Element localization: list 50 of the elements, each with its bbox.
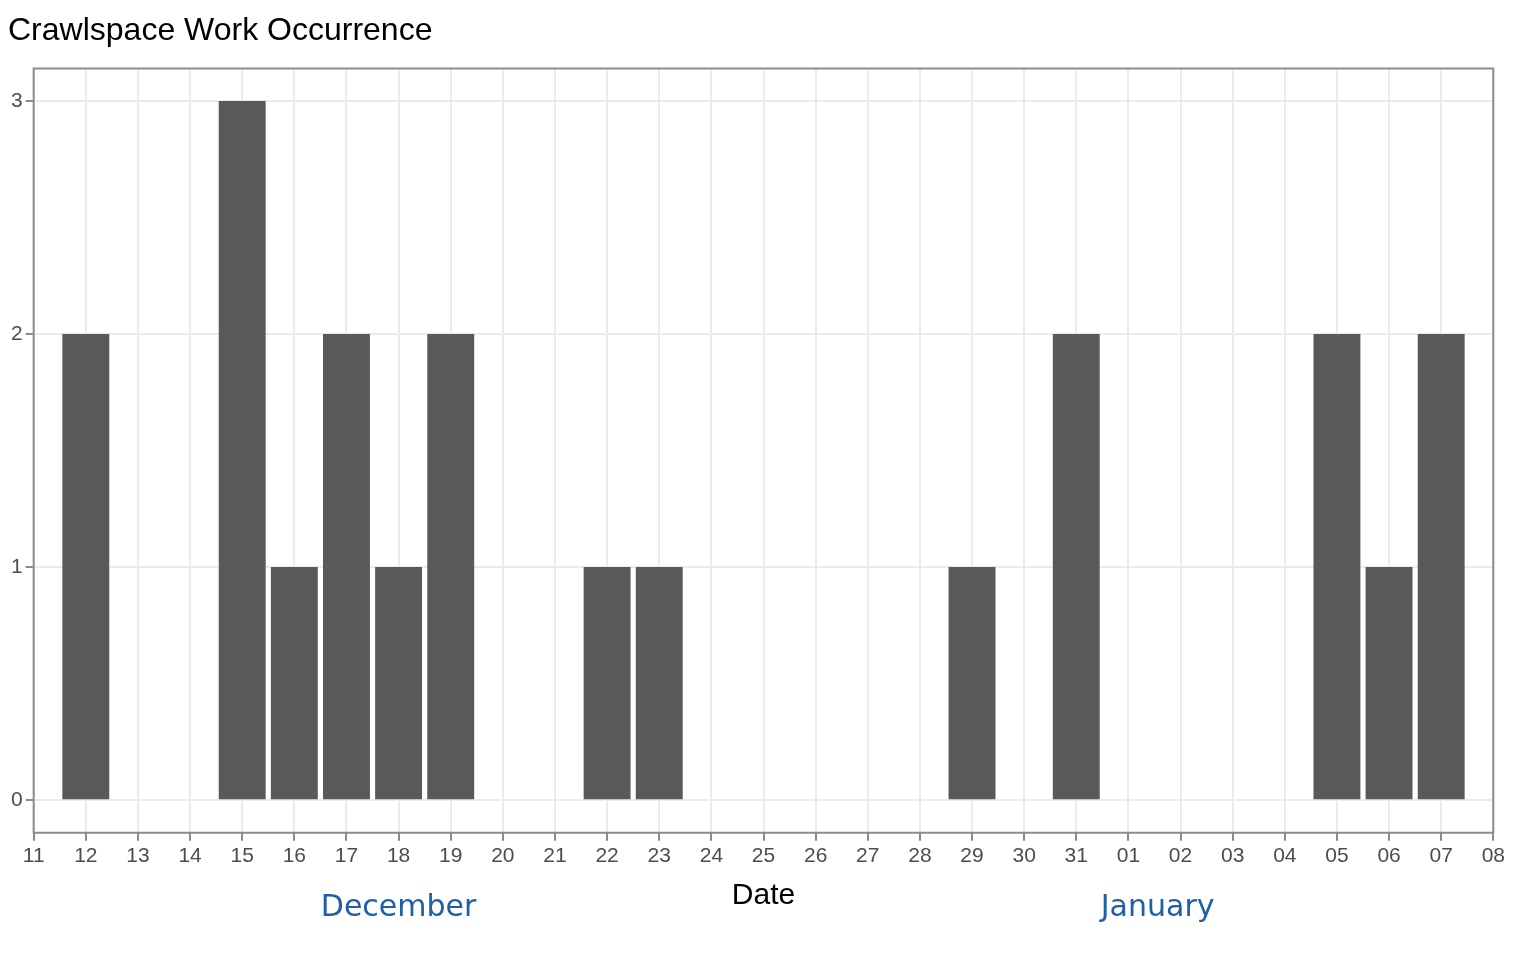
- x-tick-label: 01: [1116, 843, 1141, 867]
- x-tick-label: 06: [1377, 843, 1401, 867]
- x-tick-label: 13: [126, 843, 150, 867]
- bar: [375, 567, 423, 800]
- x-tick-label: 18: [386, 843, 411, 867]
- y-tick-label: 1: [10, 553, 23, 577]
- x-axis-title: Date: [731, 877, 796, 911]
- bar: [1417, 334, 1465, 800]
- bar: [270, 567, 318, 800]
- x-tick-label: 04: [1273, 843, 1297, 867]
- x-tick-label: 28: [908, 843, 932, 867]
- x-tick-label: 11: [22, 843, 45, 867]
- bar: [1313, 334, 1361, 800]
- x-tick-label: 27: [856, 843, 880, 867]
- x-tick-label: 19: [439, 843, 463, 867]
- x-tick-label: 22: [595, 843, 619, 867]
- x-tick-label: 02: [1168, 843, 1193, 867]
- x-tick-label: 31: [1064, 843, 1088, 867]
- x-tick-label: 12: [74, 843, 98, 867]
- x-tick-label: 08: [1481, 843, 1505, 867]
- bar: [323, 334, 370, 800]
- x-tick-label: 23: [647, 843, 671, 867]
- x-tick-label: 24: [699, 843, 724, 867]
- text: December: [320, 887, 478, 923]
- x-tick-label: 07: [1429, 843, 1453, 867]
- x-tick-label: 21: [543, 843, 567, 867]
- bar: [635, 567, 683, 800]
- x-tick-label: 30: [1012, 843, 1036, 867]
- x-tick-label: 26: [803, 843, 828, 867]
- x-tick-label: 16: [282, 843, 307, 867]
- y-tick-label: 0: [10, 786, 23, 810]
- bar: [948, 567, 996, 800]
- bar: [218, 101, 266, 800]
- y-tick-label: 3: [10, 87, 23, 111]
- text: January: [1098, 887, 1215, 923]
- bar: [583, 567, 631, 800]
- x-tick-label: 25: [751, 843, 776, 867]
- x-tick-label: 15: [230, 843, 254, 867]
- x-tick-label: 03: [1220, 843, 1245, 867]
- x-tick-label: 05: [1325, 843, 1349, 867]
- bar: [1365, 567, 1413, 800]
- bar: [62, 334, 110, 800]
- bar: [427, 334, 475, 800]
- x-tick-label: 17: [334, 843, 359, 867]
- y-tick-label: 2: [10, 320, 23, 344]
- x-tick-label: 29: [960, 843, 984, 867]
- bar: [1052, 334, 1100, 800]
- x-tick-label: 14: [178, 843, 203, 867]
- chart-title: Crawlspace Work Occurrence: [8, 11, 433, 48]
- x-tick-label: 20: [491, 843, 515, 867]
